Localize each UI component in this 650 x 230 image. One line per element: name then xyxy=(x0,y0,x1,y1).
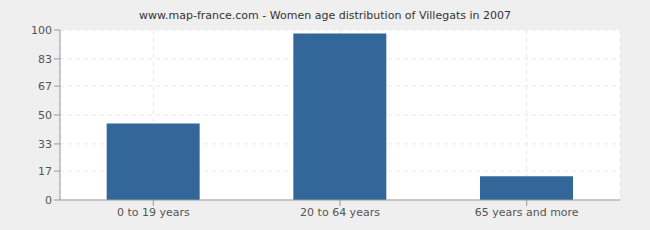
svg-text:0: 0 xyxy=(45,194,52,207)
svg-text:65 years and more: 65 years and more xyxy=(475,206,579,219)
svg-text:50: 50 xyxy=(38,109,52,122)
svg-text:20 to 64 years: 20 to 64 years xyxy=(300,206,380,219)
html-text:www.map-france.com - Women age: www.map-france.com - Women age distribut… xyxy=(139,9,511,22)
svg-text:100: 100 xyxy=(31,24,52,37)
svg-text:83: 83 xyxy=(38,53,52,66)
svg-text:67: 67 xyxy=(38,80,52,93)
svg-text:0 to 19 years: 0 to 19 years xyxy=(117,206,190,219)
svg-text:33: 33 xyxy=(38,138,52,151)
svg-text:17: 17 xyxy=(38,165,52,178)
